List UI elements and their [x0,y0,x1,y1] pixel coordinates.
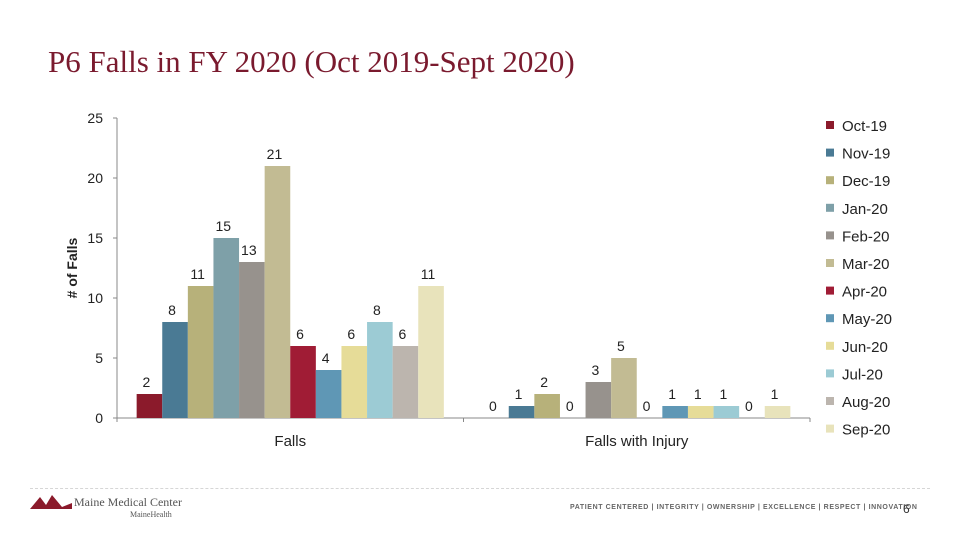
bar-may-20 [315,370,342,418]
bar-value-label: 3 [591,362,599,378]
bar-jun-20 [341,346,368,418]
footer-divider [30,488,930,489]
legend-label: Dec-19 [842,173,890,190]
bar-value-label: 1 [771,386,779,402]
logo-mountains-icon [30,495,72,509]
bar-value-label: 1 [515,386,523,402]
bar-value-label: 13 [241,242,257,258]
y-tick-label: 10 [87,290,103,306]
bar-value-label: 6 [399,326,407,342]
legend-swatch-dec-19 [826,176,834,185]
legend-swatch-oct-19 [826,121,834,129]
bar-value-label: 8 [373,302,381,318]
y-tick-label: 20 [87,170,103,186]
bar-sep-20 [418,286,444,418]
bar-value-label: 8 [168,302,176,318]
bar-value-label: 4 [322,350,330,366]
legend-swatch-jul-20 [826,369,834,378]
bar-value-label: 0 [566,398,574,414]
bar-value-label: 0 [489,398,497,414]
bar-value-label: 11 [190,266,205,282]
bar-value-label: 1 [694,386,702,402]
bar-value-label: 5 [617,338,625,354]
bar-value-label: 11 [421,266,436,282]
bar-jan-20 [213,238,240,418]
legend-swatch-jun-20 [826,341,834,350]
legend-swatch-sep-20 [826,424,834,433]
legend-label: Nov-19 [842,146,890,163]
legend-swatch-jan-20 [826,203,834,212]
legend-swatch-may-20 [826,314,834,323]
bar-jun-20 [687,406,714,418]
slide-title: P6 Falls in FY 2020 (Oct 2019-Sept 2020) [48,44,575,79]
bar-sep-20 [764,406,791,418]
bar-mar-20 [611,358,637,418]
maine-medical-center-logo: Maine Medical Center MaineHealth [30,493,182,525]
y-tick-label: 25 [87,110,103,126]
bar-jul-20 [367,322,393,418]
legend-swatch-nov-19 [826,148,834,157]
bar-value-label: 2 [143,374,151,390]
legend-swatch-feb-20 [826,231,834,240]
bar-oct-19 [136,394,163,418]
legend-label: May-20 [842,311,892,328]
bar-feb-20 [585,382,612,418]
legend-label: Jul-20 [842,366,883,383]
logo-subtitle: MaineHealth [130,510,172,519]
legend-label: Jan-20 [842,201,888,218]
y-tick-label: 15 [87,230,103,246]
bar-value-label: 0 [745,398,753,414]
y-tick-label: 5 [95,350,103,366]
bar-value-label: 6 [347,326,355,342]
bar-aug-20 [392,346,419,418]
x-category-label: Falls [274,433,306,450]
bar-apr-20 [290,346,316,418]
values-tagline: PATIENT CENTERED | INTEGRITY | OWNERSHIP… [570,504,918,511]
bar-value-label: 1 [719,386,727,402]
x-category-label: Falls with Injury [585,433,689,450]
bar-value-label: 21 [267,146,283,162]
y-tick-label: 0 [95,410,103,426]
legend-label: Sep-20 [842,422,890,439]
bar-nov-19 [508,406,535,418]
legend-swatch-aug-20 [826,397,834,405]
bar-mar-20 [264,166,291,418]
bar-value-label: 15 [215,218,231,234]
bar-value-label: 2 [540,374,548,390]
bar-dec-19 [187,286,214,418]
bar-may-20 [662,406,688,418]
legend-swatch-mar-20 [826,259,834,267]
bar-value-label: 6 [296,326,304,342]
page-number: 6 [903,502,910,516]
legend-label: Mar-20 [842,256,890,273]
bar-value-label: 1 [668,386,676,402]
legend-swatch-apr-20 [826,286,834,295]
bar-dec-19 [534,394,560,418]
bar-nov-19 [162,322,188,418]
legend-label: Feb-20 [842,228,890,245]
bar-jul-20 [713,406,740,418]
bar-value-label: 0 [643,398,651,414]
legend-label: Aug-20 [842,394,890,411]
legend-label: Oct-19 [842,118,887,135]
logo-name: Maine Medical Center [74,495,182,509]
y-axis-title: # of Falls [64,237,80,298]
legend-label: Jun-20 [842,339,888,356]
bar-feb-20 [239,262,265,418]
legend-label: Apr-20 [842,284,887,301]
